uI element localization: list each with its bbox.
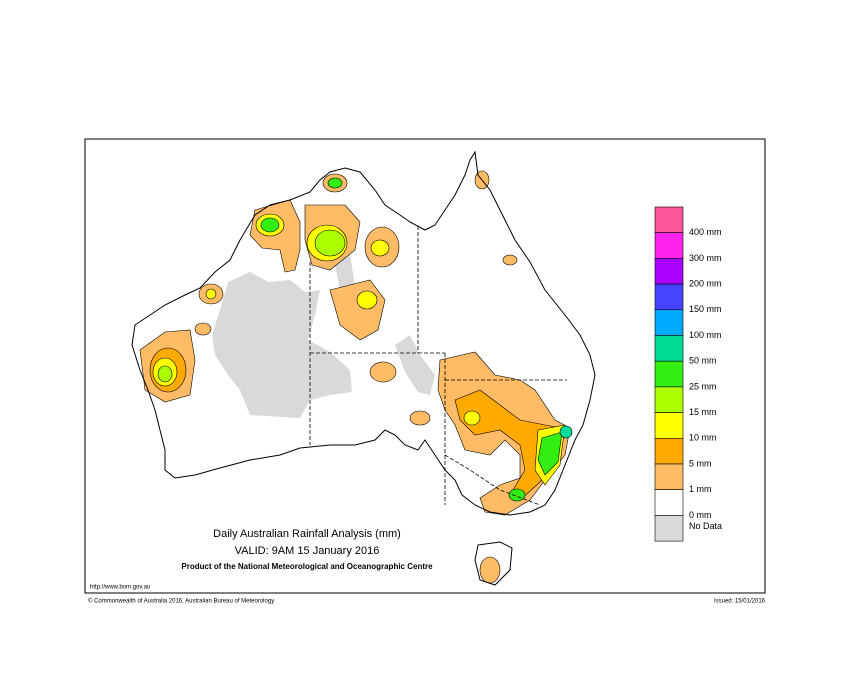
source-url: http://www.bom.gov.au (90, 585, 150, 591)
legend-swatch (654, 386, 684, 413)
legend-swatch (654, 283, 684, 311)
mainland-coast (131, 150, 596, 516)
legend-swatch (654, 258, 684, 285)
legend-swatch (654, 206, 684, 234)
copyright: © Commonwealth of Australia 2016, Austra… (88, 598, 274, 605)
legend-label: 300 mm (689, 253, 722, 263)
legend-swatch (654, 335, 684, 362)
legend-swatch (654, 309, 684, 336)
legend-swatch (654, 463, 684, 491)
legend-label: 5 mm (689, 458, 712, 468)
legend-label: 15 mm (689, 407, 717, 417)
legend-label: 400 mm (689, 227, 722, 237)
legend-swatch (654, 489, 684, 516)
no-data-region (212, 255, 435, 418)
map-area (131, 150, 596, 586)
legend-label: No Data (689, 521, 722, 531)
legend: 400 mm 300 mm 200 mm 150 mm 100 mm 50 mm 25 mm… (654, 206, 722, 542)
tasmania-coast (474, 541, 513, 586)
legend-swatch (654, 360, 684, 388)
legend-label: 150 mm (689, 304, 722, 314)
issued-date: Issued: 15/01/2016 (714, 599, 766, 605)
map-title: Daily Australian Rainfall Analysis (mm) (213, 528, 401, 540)
legend-label: 200 mm (689, 278, 722, 288)
product-note: Product of the National Meteorological a… (181, 562, 433, 571)
legend-swatch (654, 412, 684, 439)
legend-label: 50 mm (689, 356, 717, 366)
valid-time: VALID: 9AM 15 January 2016 (235, 545, 380, 557)
legend-swatch (654, 515, 684, 542)
legend-label: 100 mm (689, 330, 722, 340)
state-borders (309, 226, 567, 506)
legend-label: 0 mm (689, 510, 712, 520)
legend-label: 10 mm (689, 433, 717, 443)
legend-label: 1 mm (689, 484, 712, 494)
rainfall-areas (139, 170, 573, 584)
legend-swatch (654, 437, 684, 465)
legend-swatch (654, 232, 684, 259)
legend-label: 25 mm (689, 381, 717, 391)
